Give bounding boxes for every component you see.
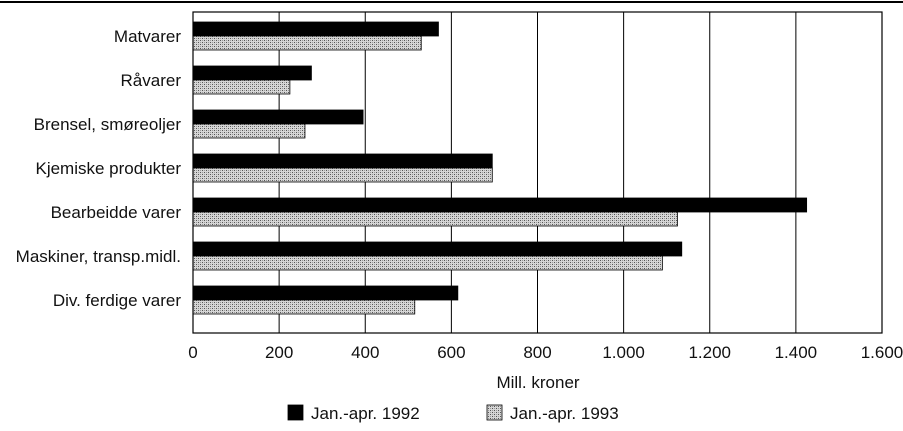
plot-border <box>192 11 883 334</box>
x-tick-label: 800 <box>523 343 551 362</box>
legend: Jan.-apr. 1992 Jan.-apr. 1993 <box>287 404 619 423</box>
bar <box>192 197 808 213</box>
legend-swatch <box>287 404 304 421</box>
bar <box>192 153 493 169</box>
category-label: Maskiner, transp.midl. <box>16 247 181 266</box>
legend-label: Jan.-apr. 1992 <box>311 404 420 423</box>
legend-swatch <box>486 404 503 421</box>
plot-frame <box>192 11 883 334</box>
x-tick-label: 400 <box>351 343 379 362</box>
category-label: Råvarer <box>121 71 182 90</box>
x-tick-label: 600 <box>437 343 465 362</box>
bar <box>192 285 459 301</box>
category-label: Kjemiske produkter <box>35 159 181 178</box>
x-tick-label: 1.600 <box>861 343 903 362</box>
bar <box>192 167 493 183</box>
bars <box>192 21 808 315</box>
bar <box>192 21 439 37</box>
x-tick-label: 1.400 <box>775 343 818 362</box>
bar <box>192 35 422 51</box>
x-axis-title: Mill. kroner <box>496 373 579 392</box>
x-tick-label: 1.200 <box>688 343 731 362</box>
bar <box>192 241 683 257</box>
category-labels: Matvarer Råvarer Brensel, smøreoljer Kjemis… <box>16 27 182 310</box>
x-tick-labels: 0 200 400 600 800 1.000 1.200 1.400 1.600 <box>188 343 903 362</box>
x-tick-label: 200 <box>265 343 293 362</box>
bar <box>192 211 678 227</box>
x-tick-label: 1.000 <box>602 343 645 362</box>
category-label: Brensel, smøreoljer <box>34 115 182 134</box>
legend-label: Jan.-apr. 1993 <box>510 404 619 423</box>
bar <box>192 65 312 81</box>
bar <box>192 109 364 125</box>
category-label: Matvarer <box>114 27 181 46</box>
bar <box>192 79 291 95</box>
category-label: Bearbeidde varer <box>51 203 182 222</box>
category-label: Div. ferdige varer <box>53 291 182 310</box>
bar <box>192 123 306 139</box>
bar <box>192 299 416 315</box>
bar <box>192 255 663 271</box>
x-tick-label: 0 <box>188 343 197 362</box>
